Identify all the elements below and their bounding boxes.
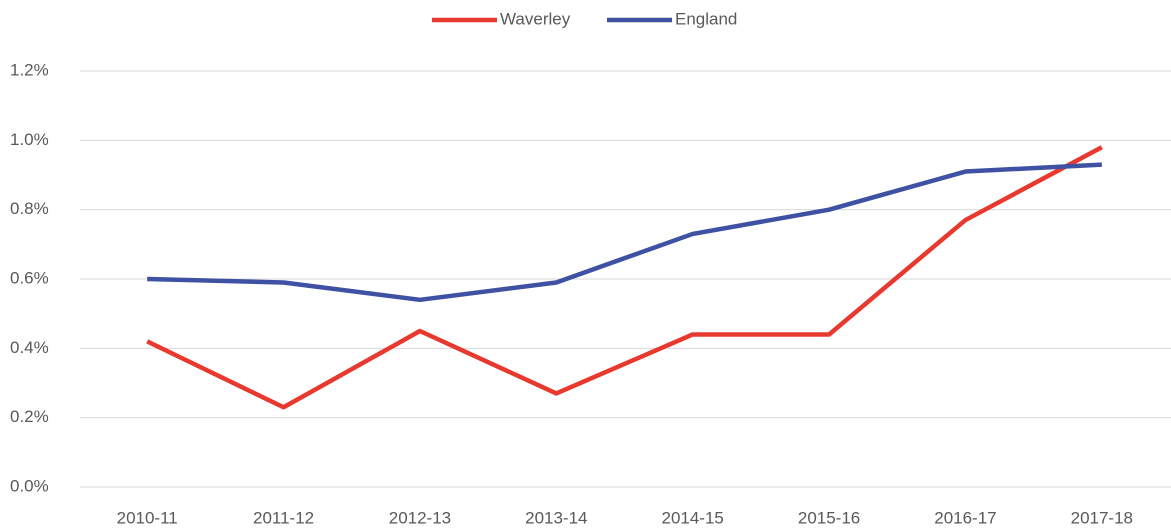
y-tick-label: 0.6% [10, 268, 49, 287]
x-tick-label: 2015-16 [798, 508, 860, 527]
y-tick-label: 0.2% [10, 407, 49, 426]
x-tick-label: 2013-14 [525, 508, 587, 527]
y-tick-label: 0.4% [10, 338, 49, 357]
x-tick-label: 2014-15 [661, 508, 723, 527]
x-tick-label: 2012-13 [389, 508, 451, 527]
series-line [147, 162, 1102, 303]
x-tick-label: 2017-18 [1071, 508, 1133, 527]
x-tick-label: 2010-11 [117, 508, 178, 527]
series-line [146, 145, 1103, 410]
x-tick-label: 2011-12 [253, 508, 314, 527]
x-tick-label: 2016-17 [934, 508, 996, 527]
y-tick-label: 1.0% [10, 130, 49, 149]
y-tick-label: 1.2% [10, 60, 49, 79]
legend-label: England [675, 9, 737, 28]
legend-label: Waverley [500, 9, 571, 28]
y-tick-label: 0.0% [10, 476, 49, 495]
y-tick-label: 0.8% [10, 199, 49, 218]
